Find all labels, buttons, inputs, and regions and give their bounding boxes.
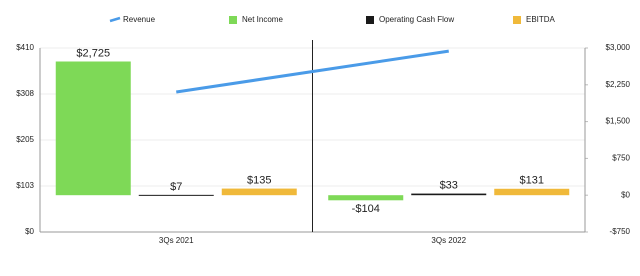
data-label: $135 <box>247 174 271 186</box>
legend-label: Operating Cash Flow <box>379 15 454 24</box>
line <box>176 49 449 94</box>
bar <box>138 194 214 196</box>
y-tick-label: $103 <box>16 181 34 190</box>
bar <box>55 61 131 196</box>
data-label: -$104 <box>352 203 380 215</box>
y2-tick-label: $0 <box>621 190 630 199</box>
legend-label: Net Income <box>242 15 283 24</box>
y2-tick-label: $3,000 <box>606 43 631 52</box>
bar <box>328 195 404 201</box>
bar <box>221 188 297 196</box>
y2-tick-label: -$750 <box>610 227 631 236</box>
legend-label: EBITDA <box>526 15 556 24</box>
bar <box>494 188 570 196</box>
legend-swatch <box>513 16 521 24</box>
legend-swatch <box>366 16 374 24</box>
legend-label: Revenue <box>123 15 156 24</box>
y-tick-label: $410 <box>16 43 34 52</box>
y-tick-label: $0 <box>25 227 34 236</box>
y2-tick-label: $1,500 <box>606 117 631 126</box>
y2-tick-label: $750 <box>612 154 630 163</box>
x-tick-label: 3Qs 2022 <box>431 236 466 245</box>
legend-swatch <box>109 16 121 23</box>
data-label: $131 <box>520 175 544 187</box>
legend-swatch <box>229 16 237 24</box>
y-tick-label: $205 <box>16 135 34 144</box>
data-label: $2,725 <box>76 47 110 59</box>
data-label: $7 <box>170 181 182 193</box>
data-label: $33 <box>440 179 458 191</box>
y2-tick-label: $2,250 <box>606 80 631 89</box>
x-tick-label: 3Qs 2021 <box>159 236 194 245</box>
y-tick-label: $308 <box>16 89 34 98</box>
bar <box>411 193 487 196</box>
